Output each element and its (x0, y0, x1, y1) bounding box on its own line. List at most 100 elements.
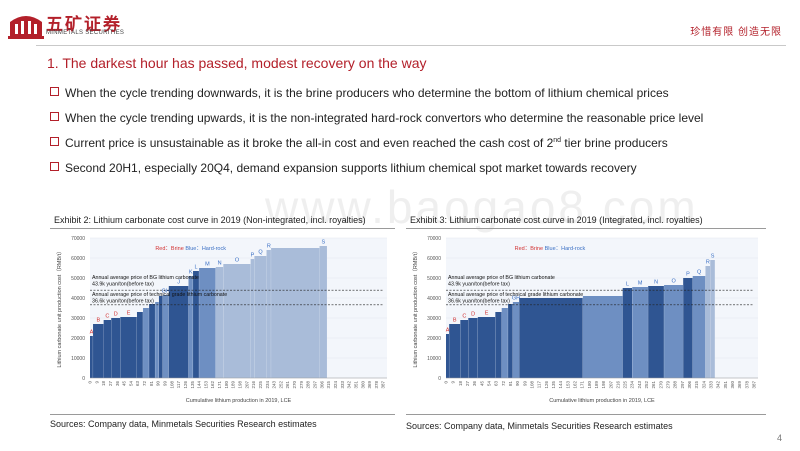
exhibit-3-source: Sources: Company data, Minmetals Securit… (406, 421, 673, 431)
bar-label: S (322, 240, 326, 246)
y-tick-label: 60000 (71, 256, 85, 262)
cost-bar (477, 317, 496, 378)
x-tick-label: 234 (630, 381, 635, 389)
x-tick-label: 180 (224, 381, 229, 389)
cost-bar (120, 317, 137, 378)
page-header: 五矿证券 MINMETALS SECURITIES 珍惜有限 创造无限 (0, 0, 800, 46)
price-annotation-line: 43.9k yuan/ton(before tax) (448, 282, 510, 288)
x-tick-label: 90 (156, 381, 161, 387)
x-tick-label: 252 (644, 381, 649, 389)
exhibit-2-source: Sources: Company data, Minmetals Securit… (50, 419, 317, 429)
bar-label: C (105, 314, 109, 320)
x-tick-label: 27 (108, 381, 113, 387)
legend-hard-rock: Blue：Hard-rock (545, 246, 586, 252)
x-tick-label: 342 (347, 381, 352, 389)
exhibit-2-title-rule (50, 228, 395, 229)
price-annotation-line: 36.6k yuan/ton(before tax) (92, 298, 154, 304)
cost-bar (495, 312, 502, 378)
cost-bar (449, 324, 461, 378)
cost-bar (664, 285, 683, 378)
watermark: www.baogao8.com (265, 181, 699, 233)
x-tick-label: 171 (217, 381, 222, 389)
cost-bar (111, 318, 121, 378)
exhibit-2-title: Exhibit 2: Lithium carbonate cost curve … (54, 215, 366, 225)
price-annotation: Annual average price of BG lithium carbo… (448, 275, 555, 288)
x-tick-label: 252 (278, 381, 283, 389)
y-tick-label: 10000 (427, 356, 441, 362)
x-tick-label: 324 (701, 381, 706, 389)
bullet-text-tail: tier brine producers (561, 136, 668, 150)
cost-bar (512, 302, 520, 378)
x-tick-label: 333 (340, 381, 345, 389)
x-tick-label: 306 (319, 381, 324, 389)
y-tick-label: 0 (438, 376, 441, 382)
x-tick-label: 189 (231, 381, 236, 389)
x-tick-label: 216 (251, 381, 256, 389)
cost-bar (149, 304, 155, 378)
bullet-item: Second 20H1, especially 20Q4, demand exp… (50, 161, 637, 175)
x-tick-label: 351 (723, 381, 728, 389)
x-tick-label: 360 (360, 381, 365, 389)
y-tick-label: 20000 (71, 336, 85, 342)
bar-label: S (711, 254, 715, 260)
cost-bar (460, 320, 469, 378)
x-tick-label: 171 (580, 381, 585, 389)
bar-label: E (127, 311, 131, 317)
cost-bar (622, 288, 633, 378)
x-tick-label: 126 (183, 381, 188, 389)
x-tick-label: 0 (88, 381, 93, 384)
y-tick-label: 40000 (71, 296, 85, 302)
bullet-square-icon (50, 112, 59, 121)
x-tick-label: 99 (163, 381, 168, 387)
x-tick-label: 297 (680, 381, 685, 389)
x-tick-label: 378 (744, 381, 749, 389)
bullet-item: Current price is unsustainable as it bro… (50, 136, 668, 150)
bar-label: L (626, 282, 629, 288)
x-tick-label: 9 (451, 381, 456, 384)
exhibit-3-title: Exhibit 3: Lithium carbonate cost curve … (410, 215, 703, 225)
cost-bar (162, 295, 169, 378)
bullet-item: When the cycle trending upwards, it is t… (50, 111, 703, 125)
bar-label: B (453, 318, 457, 324)
x-tick-label: 333 (709, 381, 714, 389)
price-annotation-line: Annual average price of BG lithium carbo… (92, 275, 199, 281)
x-tick-label: 108 (529, 381, 534, 389)
cost-bar (223, 264, 251, 378)
bullet-text: Second 20H1, especially 20Q4, demand exp… (65, 161, 637, 175)
cost-bar (103, 320, 112, 378)
bar-label: A (90, 330, 94, 336)
cost-bar (648, 286, 664, 378)
cost-bar (519, 298, 583, 378)
x-tick-label: 342 (716, 381, 721, 389)
x-tick-label: 351 (353, 381, 358, 389)
page-number: 4 (776, 433, 782, 443)
y-axis-label: Lithium carbonate unit production cost（R… (412, 248, 419, 367)
bullet-text: When the cycle trending upwards, it is t… (65, 111, 704, 125)
y-tick-label: 10000 (71, 356, 85, 362)
x-tick-label: 243 (272, 381, 277, 389)
x-tick-label: 27 (465, 381, 470, 387)
x-tick-label: 315 (694, 381, 699, 389)
x-tick-label: 126 (544, 381, 549, 389)
x-tick-label: 162 (572, 381, 577, 389)
x-tick-label: 135 (190, 381, 195, 389)
x-tick-label: 81 (149, 381, 154, 387)
y-tick-label: 70000 (71, 236, 85, 242)
bar-label: O (235, 258, 240, 264)
y-tick-label: 40000 (427, 296, 441, 302)
cost-bar (319, 246, 327, 378)
cost-bar (143, 308, 149, 378)
bar-label: M (205, 262, 210, 268)
x-tick-label: 135 (551, 381, 556, 389)
x-tick-label: 180 (587, 381, 592, 389)
cost-bar (188, 276, 193, 378)
bar-label: D (114, 312, 118, 318)
bar-label: Q (697, 270, 702, 276)
exhibit-2-bottom-rule (50, 414, 395, 415)
y-tick-label: 70000 (427, 236, 441, 242)
y-axis-label: Lithium carbonate unit production cost（R… (56, 248, 63, 367)
cost-bar (136, 312, 143, 378)
x-tick-label: 279 (299, 381, 304, 389)
cost-bar (683, 278, 693, 378)
cost-bar (705, 266, 711, 378)
